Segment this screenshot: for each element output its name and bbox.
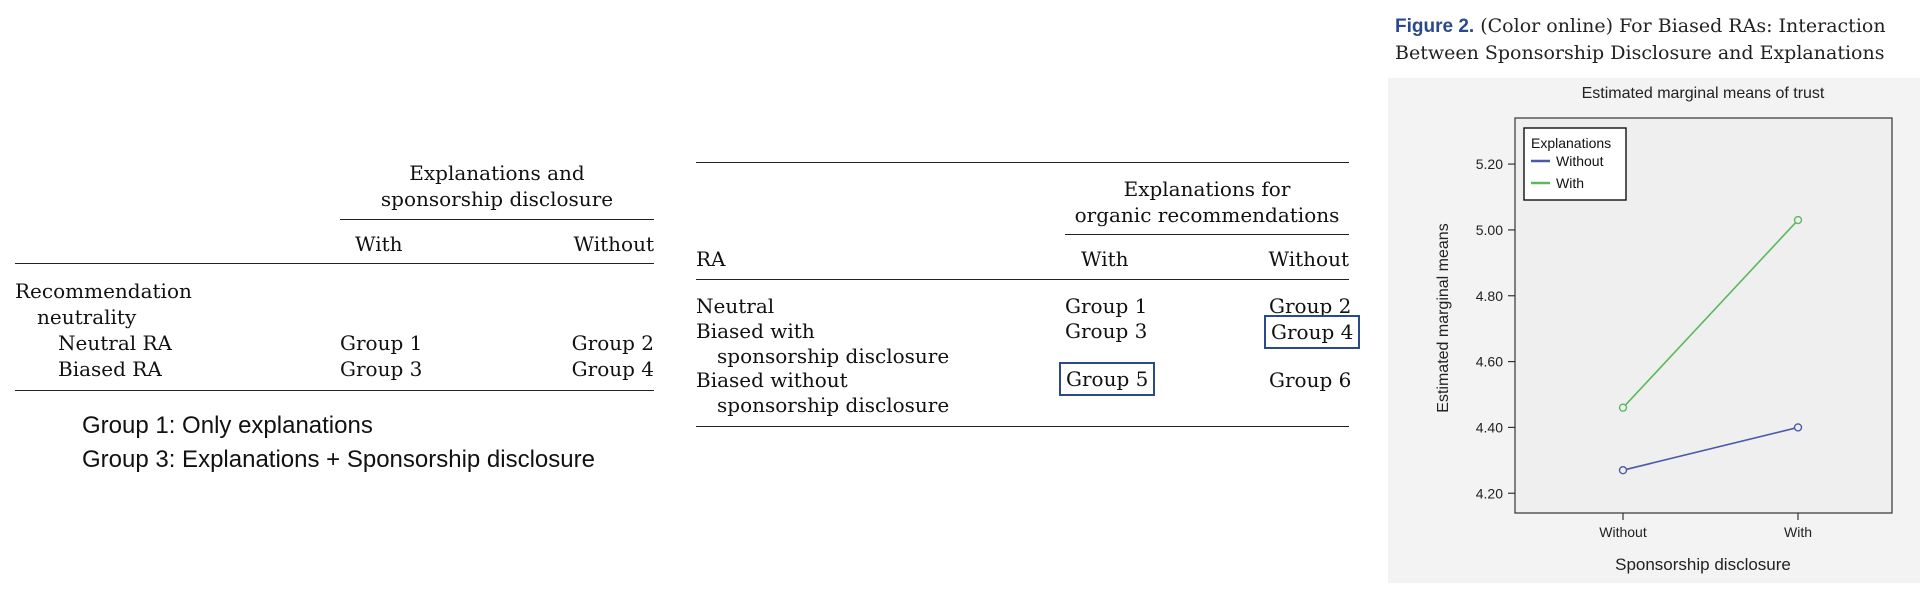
series-group [1618,215,1803,475]
table2-cell: Group 3 [1065,319,1148,343]
figure-caption: Figure 2. (Color online) For Biased RAs:… [1395,13,1905,66]
y-tick-label: 4.40 [1476,419,1503,435]
legend-label: With [1556,175,1584,191]
table2-spanner-rule [1065,234,1349,235]
data-point-with [1618,403,1628,412]
table2-row-label-line1: Biased with [696,319,815,343]
series-line-without [1622,426,1799,471]
figure-caption-line1: (Color online) For Biased RAs: Interacti… [1480,15,1886,37]
table2-row-label-line2: sponsorship disclosure [717,344,950,368]
figure-caption-line2: Between Sponsorship Disclosure and Expla… [1395,42,1885,64]
table2-cell-highlighted: Group 5 [1059,362,1156,396]
table2-row-label: Neutral [696,294,775,318]
note-group-3: Group 3: Explanations + Sponsorship disc… [82,446,595,473]
table1-cell: Group 2 [571,331,654,355]
legend-title: Explanations [1531,135,1611,151]
table2-bottom-rule [696,426,1349,427]
y-tick-label: 4.80 [1476,288,1503,304]
table1-group-label-line2: neutrality [37,305,137,329]
chart-title: Estimated marginal means of trust [1582,85,1825,102]
table1-row-label: Biased RA [58,357,162,381]
y-tick-label: 5.20 [1476,156,1503,172]
table1-col-without: Without [573,232,654,256]
table2-row-label-line2: sponsorship disclosure [717,393,950,417]
table2-col-with: With [1081,247,1129,271]
legend-label: Without [1556,153,1604,169]
table1-header-rule [15,263,654,264]
legend-items: Without With [1531,153,1604,191]
x-tick-label: With [1784,524,1812,540]
x-axis: Without With [1599,513,1812,540]
table1-cell: Group 3 [340,357,423,381]
table1-spanner-rule [340,219,654,220]
y-tick-label: 4.20 [1476,485,1503,501]
table1-row-label: Neutral RA [58,331,172,355]
table2-cell-highlighted: Group 4 [1264,315,1361,349]
table2-col-without: Without [1268,247,1349,271]
x-tick-label: Without [1599,524,1647,540]
figure-label: Figure 2. [1395,16,1475,37]
table1-spanner-line1: Explanations and [409,161,585,185]
data-point-without [1793,423,1803,432]
legend: Explanations Without With [1523,127,1627,201]
table2-spanner-line2: organic recommendations [1074,203,1340,227]
table2-cell: Group 6 [1269,368,1352,392]
note-group-1: Group 1: Only explanations [82,412,373,439]
data-point-without [1618,466,1628,475]
y-axis-label: Estimated marginal means [1435,223,1452,412]
table2-row-label-line1: Biased without [696,368,848,392]
table1-spanner: Explanations and sponsorship disclosure [340,160,654,212]
y-tick-label: 4.60 [1476,354,1503,370]
y-tick-label: 5.00 [1476,222,1503,238]
legend-box [1523,127,1627,201]
y-axis: 4.20 4.40 4.60 4.80 5.00 5.20 [1476,156,1515,501]
table2-top-rule [696,162,1349,163]
table2-cell: Group 2 [1269,294,1352,318]
trust-line-chart: Estimated marginal means of trust 4.204.… [1435,85,1893,574]
table2-spanner: Explanations for organic recommendations [1065,176,1349,228]
data-point-with [1793,215,1803,225]
series-line-with [1622,219,1799,409]
table2-col-ra: RA [696,247,726,271]
x-axis-label: Sponsorship disclosure [1615,555,1791,574]
table1-spanner-line2: sponsorship disclosure [380,187,614,211]
table2-cell: Group 1 [1065,294,1148,318]
table1-group-label-line1: Recommendation [15,279,192,303]
table1-col-with: With [355,232,403,256]
table1-bottom-rule [15,390,654,391]
table1-cell: Group 1 [340,331,423,355]
table2-header-rule [696,279,1349,280]
table2-spanner-line1: Explanations for [1123,177,1291,201]
table1-cell: Group 4 [571,357,654,381]
